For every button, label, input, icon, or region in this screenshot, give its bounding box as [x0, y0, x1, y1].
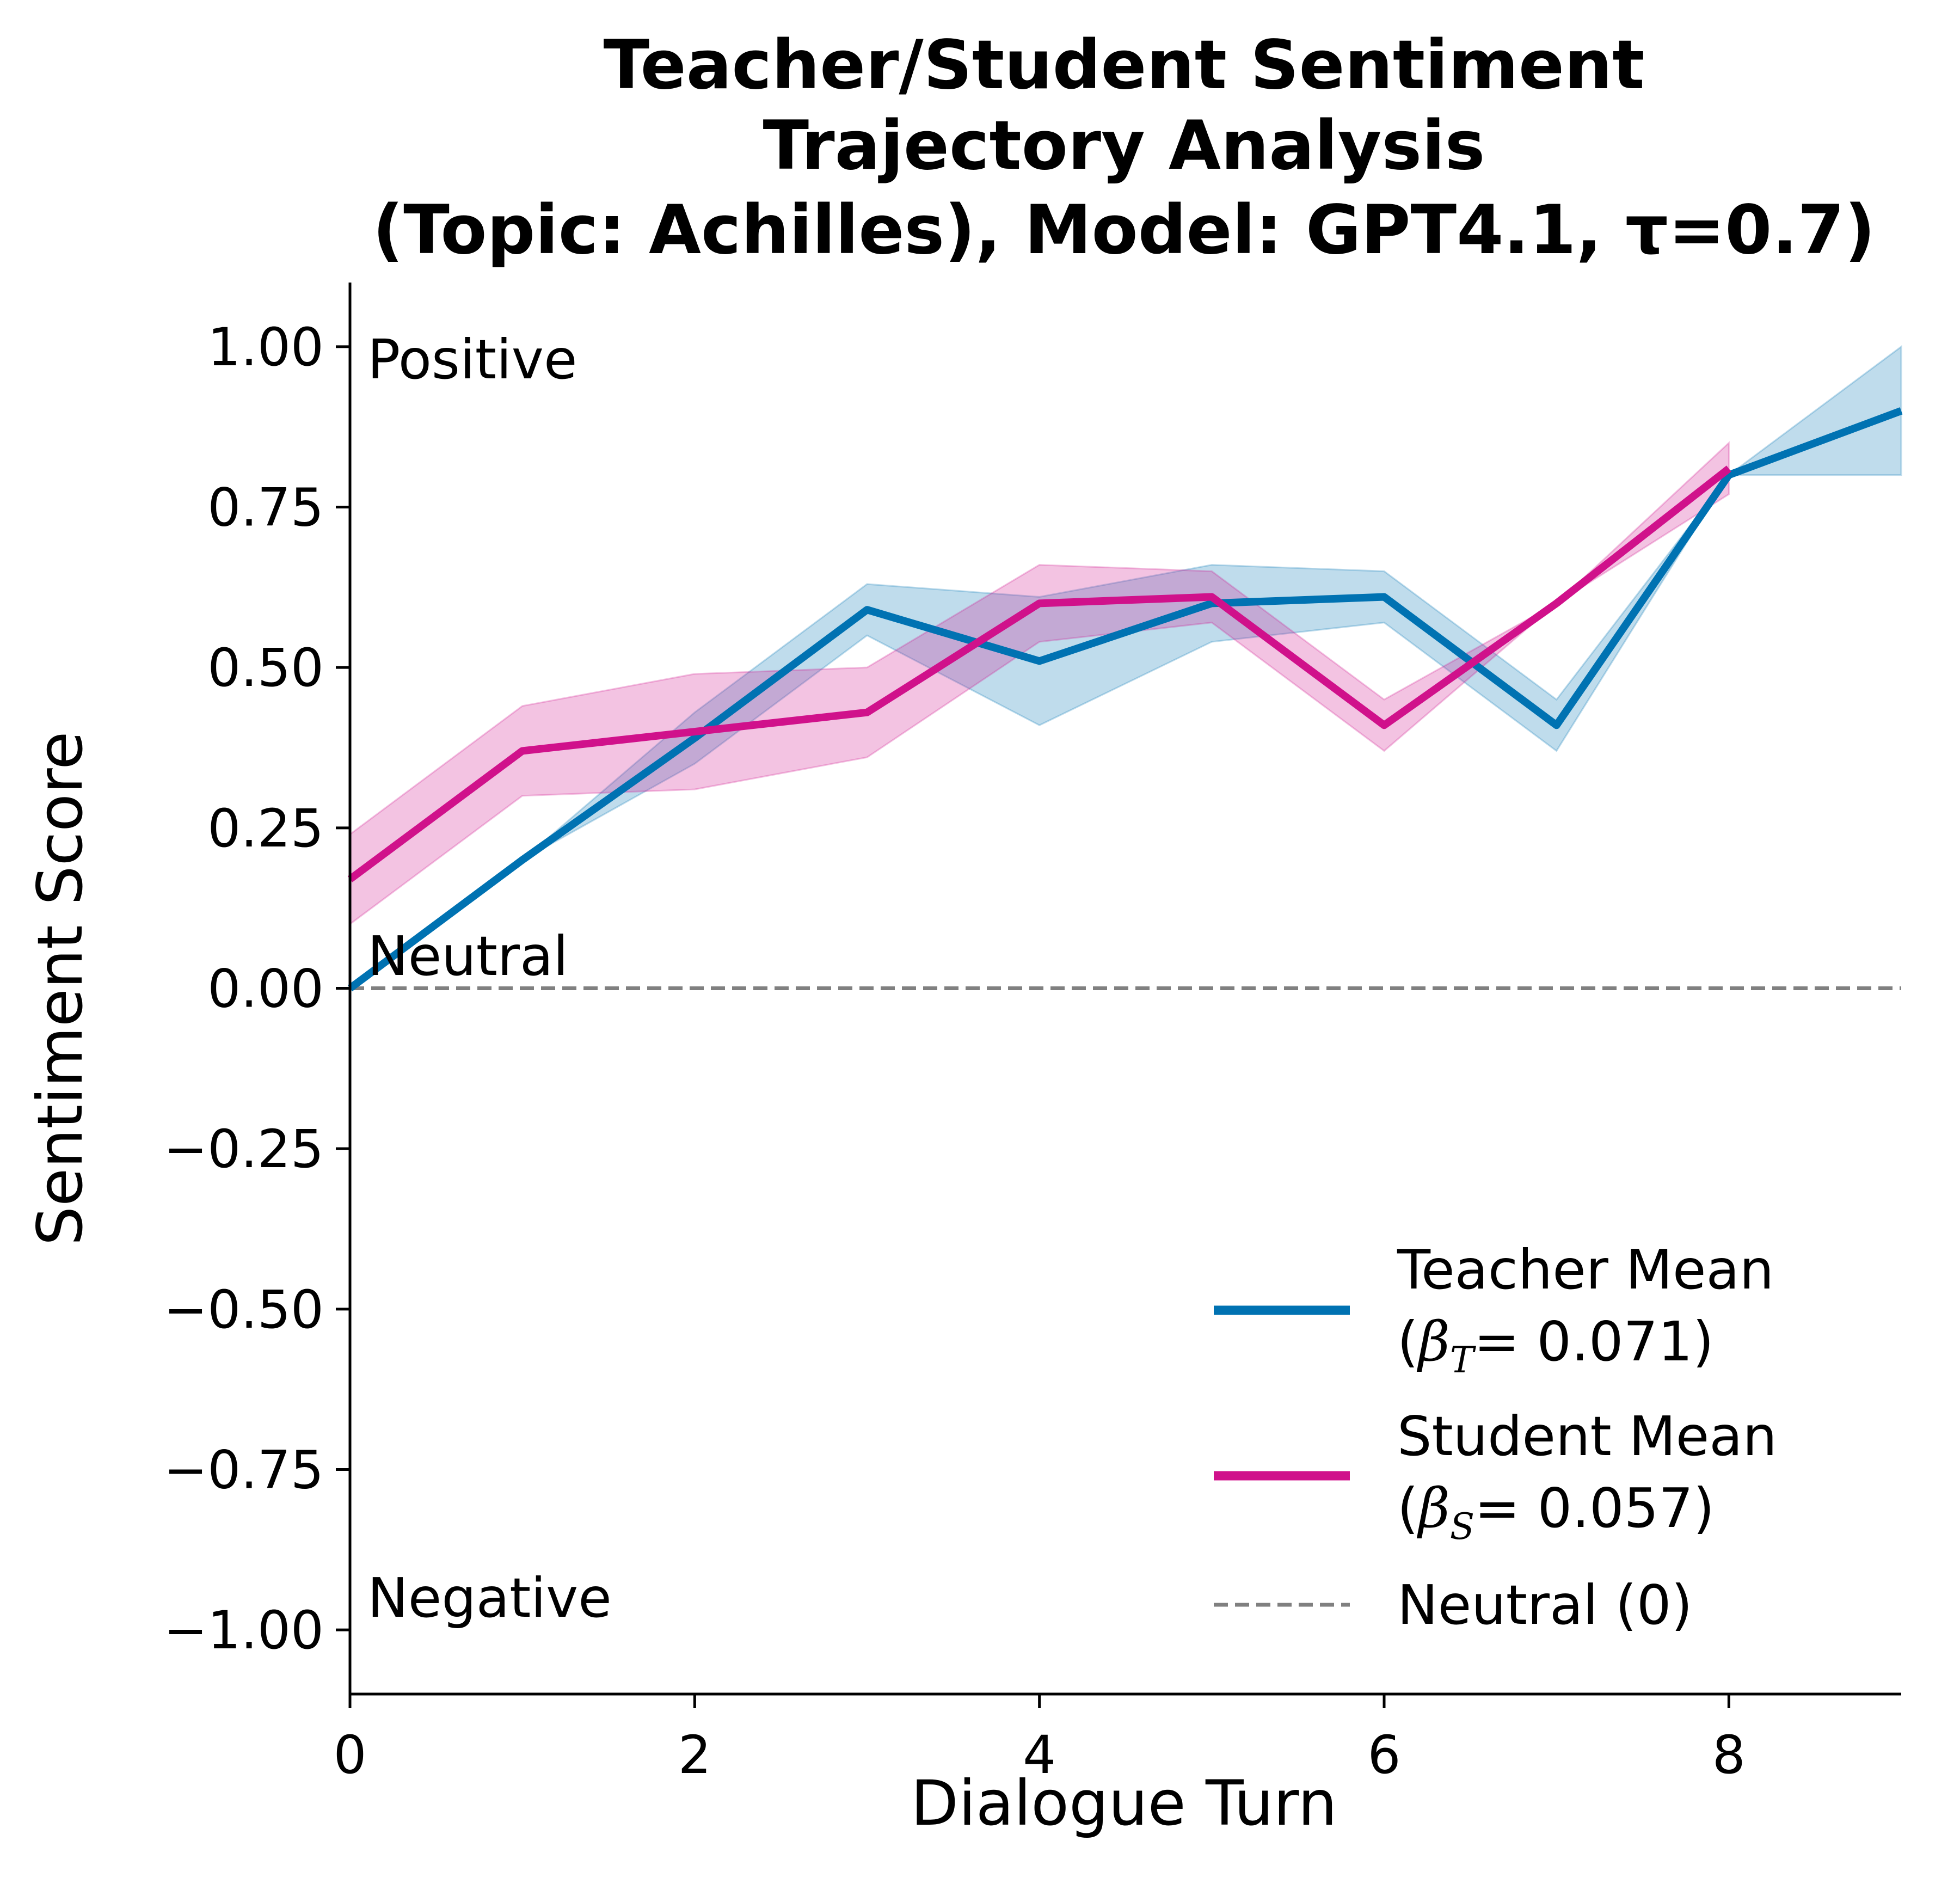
y-tick-label: −0.50 [164, 1279, 324, 1340]
legend-student-name: Student Mean [1397, 1404, 1777, 1468]
y-axis-ticks: 1.00 0.75 0.50 0.25 0.00 −0.25 −0.50 −0.75 −1.00 [164, 317, 350, 1661]
series-lines [347, 407, 1903, 992]
x-tick-label: 6 [1367, 1725, 1400, 1786]
legend-student-beta-symbol: β [1416, 1476, 1450, 1540]
teacher-mean-line [347, 407, 1903, 992]
legend-student-beta-subscript: S [1450, 1506, 1474, 1548]
legend-student-beta-value: = 0.057) [1474, 1476, 1715, 1540]
student-mean-line [347, 465, 1731, 882]
y-tick-label: 1.00 [207, 317, 324, 378]
y-axis-label: Sentiment Score [24, 732, 96, 1246]
annotation-positive: Positive [367, 328, 577, 391]
y-tick-label: 0.50 [207, 637, 324, 698]
y-tick-label: 0.00 [207, 959, 324, 1020]
x-tick-label: 4 [1023, 1725, 1056, 1786]
x-tick-label: 2 [678, 1725, 711, 1786]
legend-teacher-beta: (βT= 0.071) [1397, 1310, 1714, 1381]
x-tick-label: 0 [333, 1725, 366, 1786]
legend: Teacher Mean (βT= 0.071) Student Mean (β… [1214, 1238, 1777, 1637]
y-tick-label: −1.00 [164, 1600, 324, 1661]
title-line-3: (Topic: Achilles), Model: GPT4.1, τ=0.7) [373, 191, 1876, 269]
annotation-negative: Negative [367, 1566, 612, 1630]
y-tick-label: 0.25 [207, 798, 324, 859]
annotation-neutral: Neutral [367, 924, 568, 988]
student-confidence-band [349, 441, 1730, 926]
y-tick-label: −0.25 [164, 1119, 324, 1180]
chart-title: Teacher/Student Sentiment Trajectory Ana… [373, 26, 1876, 269]
legend-teacher-beta-value: = 0.071) [1474, 1310, 1714, 1373]
x-axis-label: Dialogue Turn [911, 1767, 1337, 1839]
y-tick-label: −0.75 [164, 1439, 324, 1500]
title-line-2: Trajectory Analysis [763, 107, 1485, 185]
y-tick-label: 0.75 [207, 477, 324, 538]
title-line-1: Teacher/Student Sentiment [604, 26, 1645, 105]
x-tick-label: 8 [1712, 1725, 1746, 1786]
legend-neutral-name: Neutral (0) [1397, 1573, 1693, 1637]
legend-teacher-beta-symbol: β [1416, 1310, 1450, 1373]
legend-teacher-beta-subscript: T [1450, 1339, 1477, 1381]
legend-teacher-name: Teacher Mean [1397, 1238, 1774, 1302]
x-axis-ticks: 0 2 4 6 8 [333, 1694, 1746, 1786]
legend-student-beta: (βS= 0.057) [1397, 1476, 1715, 1548]
